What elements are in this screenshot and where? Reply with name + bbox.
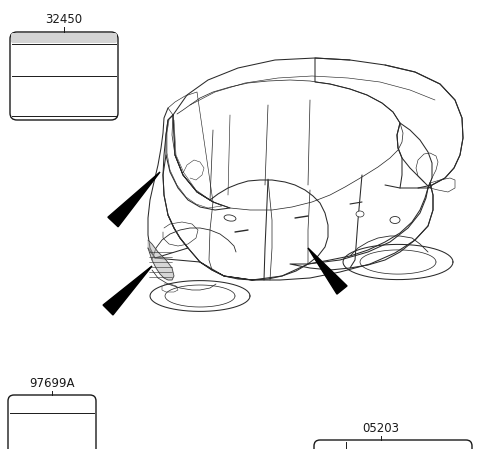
- Text: 32450: 32450: [46, 13, 83, 26]
- Polygon shape: [148, 240, 174, 280]
- Polygon shape: [108, 172, 160, 227]
- Ellipse shape: [356, 211, 364, 217]
- FancyBboxPatch shape: [10, 32, 118, 120]
- Text: 97699A: 97699A: [29, 377, 75, 390]
- Polygon shape: [103, 266, 152, 315]
- FancyBboxPatch shape: [8, 395, 96, 449]
- Polygon shape: [308, 248, 347, 294]
- FancyBboxPatch shape: [11, 33, 117, 43]
- Ellipse shape: [390, 216, 400, 224]
- Text: 05203: 05203: [362, 422, 399, 435]
- Ellipse shape: [224, 215, 236, 221]
- FancyBboxPatch shape: [314, 440, 472, 449]
